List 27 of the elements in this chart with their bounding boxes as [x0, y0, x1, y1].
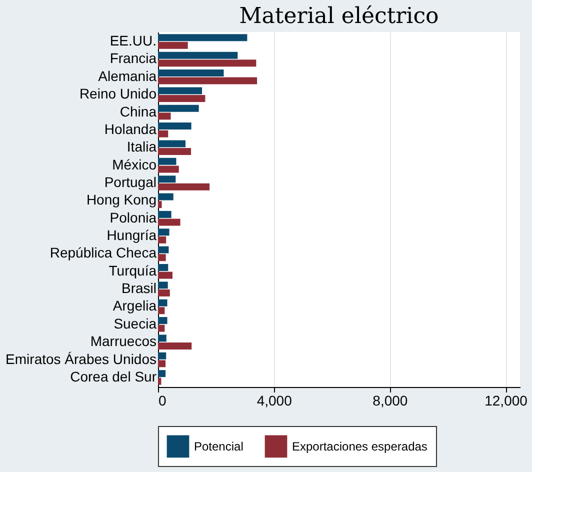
legend-label: Potencial [194, 439, 244, 454]
y-tick-label: Turquía [108, 262, 157, 278]
y-tick-label: Hungría [106, 227, 157, 244]
chart-title: Material eléctrico [239, 4, 439, 29]
y-tick-label: Polonia [110, 209, 157, 226]
y-tick-label: Reino Unido [79, 86, 157, 102]
y-tick-label: México [112, 156, 157, 172]
y-tick-label: EE.UU. [110, 32, 156, 49]
y-tick-label: Portugal [104, 174, 156, 190]
legend-label: Exportaciones esperadas [292, 439, 428, 454]
y-tick-label: Suecia [114, 315, 157, 332]
x-tick-label: 8,000 [372, 392, 408, 408]
x-tick-label: 4,000 [256, 392, 292, 408]
y-tick-label: Brasil [121, 280, 156, 296]
y-tick-label: Marruecos [90, 333, 156, 350]
y-tick-label: Alemania [98, 68, 157, 84]
y-tick-label: Emiratos Árabes Unidos [6, 350, 156, 367]
y-tick-label: Holanda [104, 120, 157, 137]
y-tick-label: República Checa [50, 244, 157, 261]
y-tick-label: Francia [110, 50, 157, 66]
x-tick-label: 12,000 [484, 392, 528, 408]
y-tick-label: China [120, 103, 157, 120]
y-tick-label: Corea del Sur [70, 368, 157, 384]
y-tick-label: Hong Kong [86, 192, 156, 208]
y-tick-label: Italia [126, 138, 157, 155]
y-tick-label: Argelia [112, 298, 157, 314]
x-tick-label: 0 [158, 392, 166, 408]
